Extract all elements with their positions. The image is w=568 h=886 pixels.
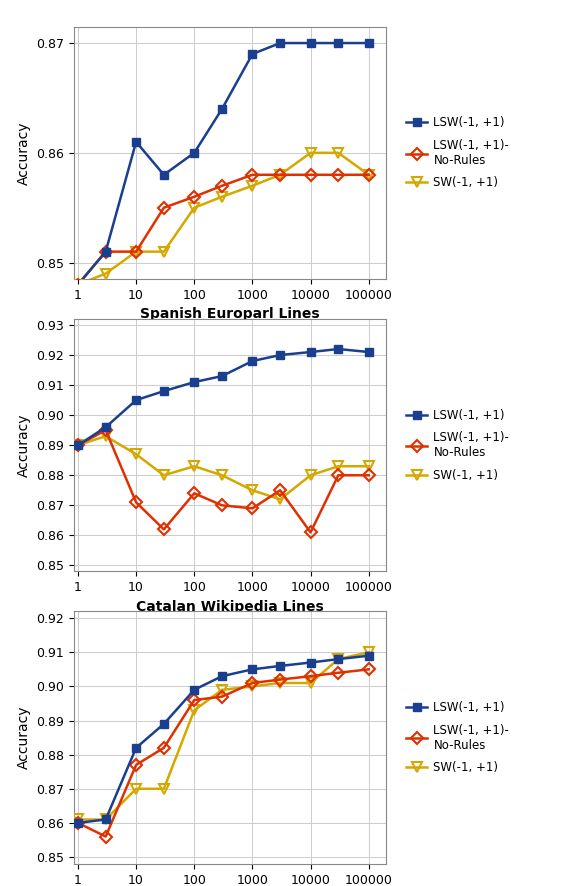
Y-axis label: Accuracy: Accuracy — [16, 706, 31, 769]
X-axis label: Spanish Europarl Lines: Spanish Europarl Lines — [140, 307, 320, 322]
Y-axis label: Accuracy: Accuracy — [16, 414, 31, 477]
Y-axis label: Accuracy: Accuracy — [16, 121, 31, 184]
X-axis label: Catalan Wikipedia Lines: Catalan Wikipedia Lines — [136, 600, 324, 614]
Legend: LSW(-1, +1), LSW(-1, +1)-
No-Rules, SW(-1, +1): LSW(-1, +1), LSW(-1, +1)- No-Rules, SW(-… — [402, 112, 514, 194]
Legend: LSW(-1, +1), LSW(-1, +1)-
No-Rules, SW(-1, +1): LSW(-1, +1), LSW(-1, +1)- No-Rules, SW(-… — [402, 696, 514, 779]
Legend: LSW(-1, +1), LSW(-1, +1)-
No-Rules, SW(-1, +1): LSW(-1, +1), LSW(-1, +1)- No-Rules, SW(-… — [402, 404, 514, 486]
